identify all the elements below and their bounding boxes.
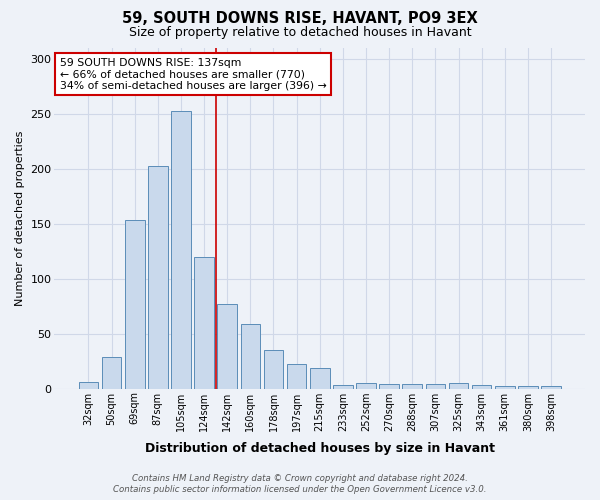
Bar xyxy=(518,386,538,388)
Bar xyxy=(287,364,307,388)
Bar xyxy=(356,383,376,388)
X-axis label: Distribution of detached houses by size in Havant: Distribution of detached houses by size … xyxy=(145,442,495,455)
Bar xyxy=(217,304,237,388)
Bar xyxy=(241,324,260,388)
Text: Size of property relative to detached houses in Havant: Size of property relative to detached ho… xyxy=(128,26,472,39)
Bar xyxy=(425,384,445,388)
Bar xyxy=(379,384,399,388)
Bar xyxy=(449,383,469,388)
Bar xyxy=(102,356,121,388)
Bar xyxy=(403,384,422,388)
Bar xyxy=(472,386,491,388)
Bar xyxy=(263,350,283,389)
Text: 59 SOUTH DOWNS RISE: 137sqm
← 66% of detached houses are smaller (770)
34% of se: 59 SOUTH DOWNS RISE: 137sqm ← 66% of det… xyxy=(60,58,326,91)
Bar xyxy=(148,166,167,388)
Bar xyxy=(79,382,98,388)
Bar xyxy=(333,386,353,388)
Text: 59, SOUTH DOWNS RISE, HAVANT, PO9 3EX: 59, SOUTH DOWNS RISE, HAVANT, PO9 3EX xyxy=(122,11,478,26)
Bar xyxy=(194,256,214,388)
Bar xyxy=(495,386,515,388)
Bar xyxy=(125,220,145,388)
Bar xyxy=(541,386,561,388)
Bar xyxy=(310,368,329,388)
Y-axis label: Number of detached properties: Number of detached properties xyxy=(15,130,25,306)
Bar xyxy=(171,112,191,388)
Text: Contains HM Land Registry data © Crown copyright and database right 2024.
Contai: Contains HM Land Registry data © Crown c… xyxy=(113,474,487,494)
